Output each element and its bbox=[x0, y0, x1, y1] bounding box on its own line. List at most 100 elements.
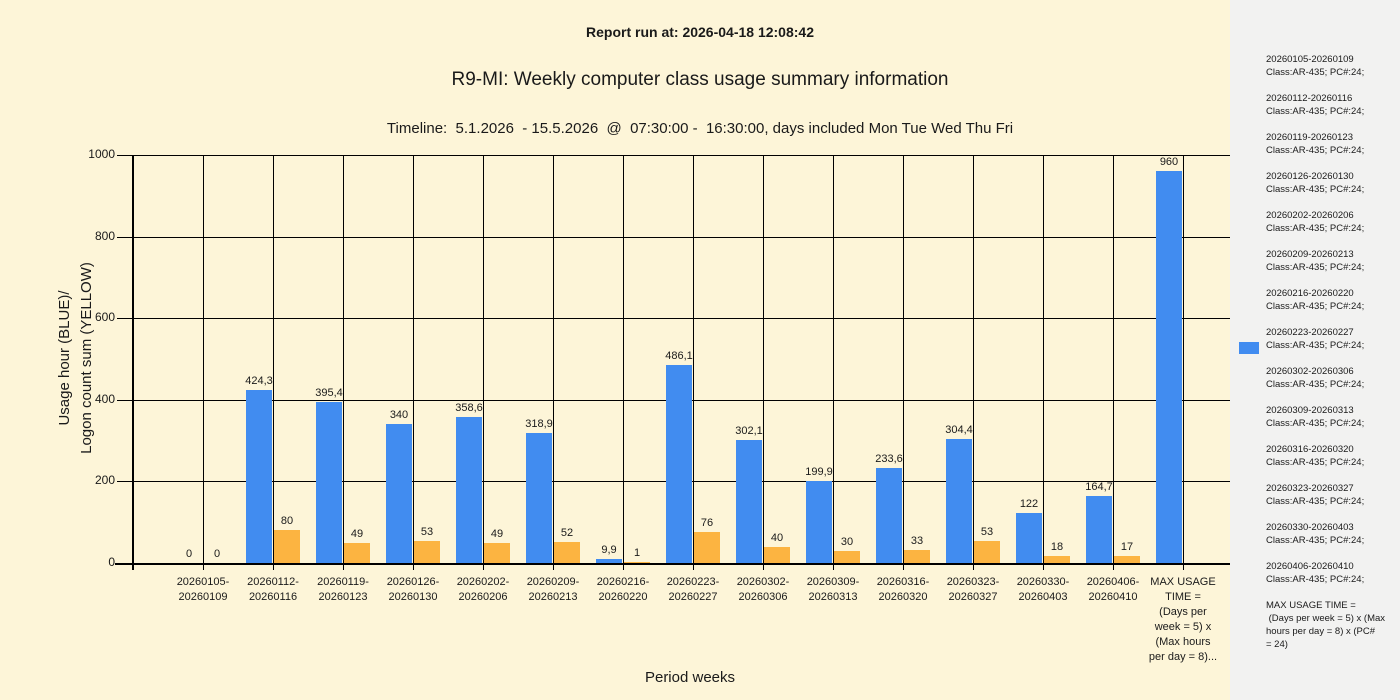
bar-logon-count bbox=[1114, 556, 1140, 563]
bar-value-label: 33 bbox=[910, 535, 924, 547]
x-axis-category-label: 20260126- 20260130 bbox=[386, 576, 440, 603]
bar-logon-count bbox=[484, 543, 510, 563]
x-axis-category-label: 20260119- 20260123 bbox=[317, 576, 369, 603]
legend-entry: 20260302-20260306 Class:AR-435; PC#:24; bbox=[1266, 365, 1400, 391]
y-axis-tick bbox=[117, 400, 133, 401]
x-axis-category-label: 20260202- 20260206 bbox=[456, 576, 510, 603]
x-axis-tick bbox=[833, 563, 834, 570]
x-axis-category-label: 20260223- 20260227 bbox=[666, 576, 720, 603]
plot-area: 0 200 400 600 800 1000 0 424,3 395,4 340 358,6 318,… bbox=[88, 147, 1230, 663]
bar-value-label: 30 bbox=[840, 536, 854, 548]
legend-entry: 20260112-20260116 Class:AR-435; PC#:24; bbox=[1266, 92, 1400, 118]
legend-entry: 20260309-20260313 Class:AR-435; PC#:24; bbox=[1266, 404, 1400, 430]
x-axis-line bbox=[115, 563, 1230, 565]
y-axis-tick-label: 200 bbox=[94, 473, 115, 487]
x-axis-category-label: 20260112- 20260116 bbox=[247, 576, 299, 603]
legend-entry: 20260330-20260403 Class:AR-435; PC#:24; bbox=[1266, 521, 1400, 547]
x-axis-tick bbox=[623, 563, 624, 570]
bar-logon-count bbox=[1044, 556, 1070, 563]
bar-logon-count bbox=[554, 542, 580, 563]
bar-value-label: 302,1 bbox=[735, 425, 763, 437]
legend-entry-detail: Class:AR-435; PC#:24; bbox=[1266, 496, 1365, 507]
y-axis-tick-label: 800 bbox=[94, 229, 115, 243]
y-axis-tick bbox=[117, 318, 133, 319]
bar-usage-hour bbox=[736, 440, 762, 563]
legend-entry-detail: Class:AR-435; PC#:24; bbox=[1266, 223, 1365, 234]
legend-entry-range: 20260323-20260327 bbox=[1266, 483, 1354, 494]
gridline-vertical bbox=[693, 155, 694, 563]
bar-value-label: 52 bbox=[560, 527, 574, 539]
x-axis-tick bbox=[763, 563, 764, 570]
bar-value-label: 49 bbox=[350, 528, 364, 540]
bar-value-label: 9,9 bbox=[601, 544, 617, 556]
x-axis-category-label: 20260316- 20260320 bbox=[876, 576, 930, 603]
report-run-timestamp: Report run at: 2026-04-18 12:08:42 bbox=[586, 24, 814, 40]
y-axis-tick bbox=[117, 237, 133, 238]
gridline-vertical bbox=[553, 155, 554, 563]
x-axis-tick bbox=[1183, 563, 1184, 570]
bar-value-label: 486,1 bbox=[665, 350, 693, 362]
legend-entry-detail: Class:AR-435; PC#:24; bbox=[1266, 535, 1365, 546]
legend-entry-range: 20260406-20260410 bbox=[1266, 561, 1354, 572]
legend-entry-detail: Class:AR-435; PC#:24; bbox=[1266, 145, 1365, 156]
gridline-vertical bbox=[203, 155, 204, 563]
gridline-horizontal bbox=[133, 318, 1230, 319]
bar-value-label: 1 bbox=[633, 547, 641, 559]
bar-usage-hour bbox=[806, 481, 832, 563]
bar-value-label: 80 bbox=[280, 515, 294, 527]
legend-entry-range: 20260316-20260320 bbox=[1266, 444, 1354, 455]
bar-value-label: 164,7 bbox=[1085, 481, 1113, 493]
bar-value-label: 53 bbox=[420, 526, 434, 538]
gridline-vertical bbox=[273, 155, 274, 563]
x-axis-category-label: 20260323- 20260327 bbox=[946, 576, 1000, 603]
legend-series-swatch bbox=[1239, 342, 1259, 354]
bar-value-label: 960 bbox=[1159, 156, 1179, 168]
legend-entry-detail: Class:AR-435; PC#:24; bbox=[1266, 67, 1365, 78]
bar-usage-hour bbox=[386, 424, 412, 563]
bar-value-label: 18 bbox=[1050, 541, 1064, 553]
bar-value-label: 424,3 bbox=[245, 375, 273, 387]
bar-usage-hour bbox=[876, 468, 902, 563]
chart-title: R9-MI: Weekly computer class usage summa… bbox=[451, 69, 949, 90]
legend-sidebar: 20260105-20260109 Class:AR-435; PC#:24; 20… bbox=[1230, 0, 1400, 700]
bar-usage-hour bbox=[946, 439, 972, 563]
bar-value-label: 0 bbox=[185, 548, 193, 560]
bar-value-label: 76 bbox=[700, 517, 714, 529]
x-axis-tick bbox=[553, 563, 554, 570]
bar-usage-hour bbox=[1086, 496, 1112, 563]
gridline-vertical bbox=[483, 155, 484, 563]
x-axis-tick bbox=[693, 563, 694, 570]
x-axis-tick bbox=[1113, 563, 1114, 570]
gridline-horizontal bbox=[133, 155, 1230, 156]
legend-entry-detail: Class:AR-435; PC#:24; bbox=[1266, 457, 1365, 468]
bar-value-label: 233,6 bbox=[875, 453, 903, 465]
bar-value-label: 358,6 bbox=[455, 402, 483, 414]
legend-entry-detail: Class:AR-435; PC#:24; bbox=[1266, 418, 1365, 429]
x-axis-category-label: 20260330- 20260403 bbox=[1016, 576, 1070, 603]
bar-value-label: 122 bbox=[1019, 498, 1039, 510]
gridline-vertical bbox=[833, 155, 834, 563]
legend-entry: 20260316-20260320 Class:AR-435; PC#:24; bbox=[1266, 443, 1400, 469]
bar-value-label: 53 bbox=[980, 526, 994, 538]
gridline-vertical bbox=[623, 155, 624, 563]
legend-entry-range: 20260119-20260123 bbox=[1266, 132, 1353, 143]
bar-usage-hour bbox=[1016, 513, 1042, 563]
legend-entry-range: 20260330-20260403 bbox=[1266, 522, 1354, 533]
x-axis-title: Period weeks bbox=[644, 669, 736, 686]
bar-value-label: 318,9 bbox=[525, 418, 553, 430]
legend-entry-range: 20260209-20260213 bbox=[1266, 249, 1354, 260]
legend-entry: 20260119-20260123 Class:AR-435; PC#:24; bbox=[1266, 131, 1400, 157]
gridline-vertical bbox=[903, 155, 904, 563]
gridline-vertical bbox=[1113, 155, 1114, 563]
legend-entry: 20260105-20260109 Class:AR-435; PC#:24; bbox=[1266, 53, 1400, 79]
bar-logon-count bbox=[764, 547, 790, 563]
x-axis-tick bbox=[973, 563, 974, 570]
bar-logon-count bbox=[694, 532, 720, 563]
bar-logon-count bbox=[274, 530, 300, 563]
gridline-vertical bbox=[973, 155, 974, 563]
legend-entry-range: 20260302-20260306 bbox=[1266, 366, 1354, 377]
legend-entry: 20260209-20260213 Class:AR-435; PC#:24; bbox=[1266, 248, 1400, 274]
legend-entry-detail: Class:AR-435; PC#:24; bbox=[1266, 301, 1365, 312]
y-axis-tick bbox=[117, 155, 133, 156]
